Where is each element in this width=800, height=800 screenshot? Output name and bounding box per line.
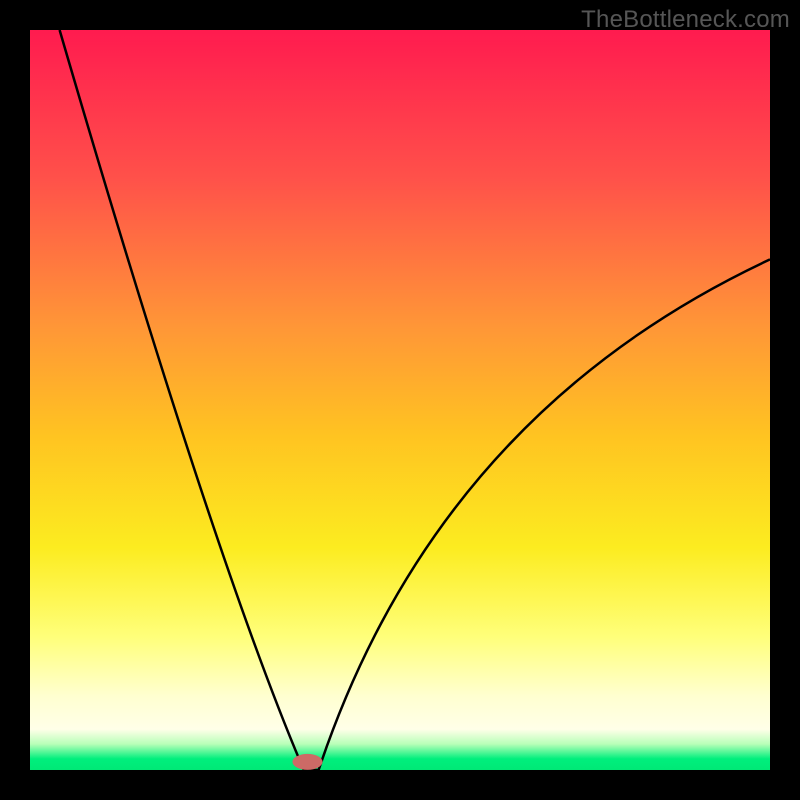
watermark-text: TheBottleneck.com [581, 6, 790, 34]
optimal-marker [293, 754, 323, 770]
bottleneck-chart [0, 0, 800, 800]
plot-background [30, 30, 770, 770]
chart-frame: TheBottleneck.com [0, 0, 800, 800]
